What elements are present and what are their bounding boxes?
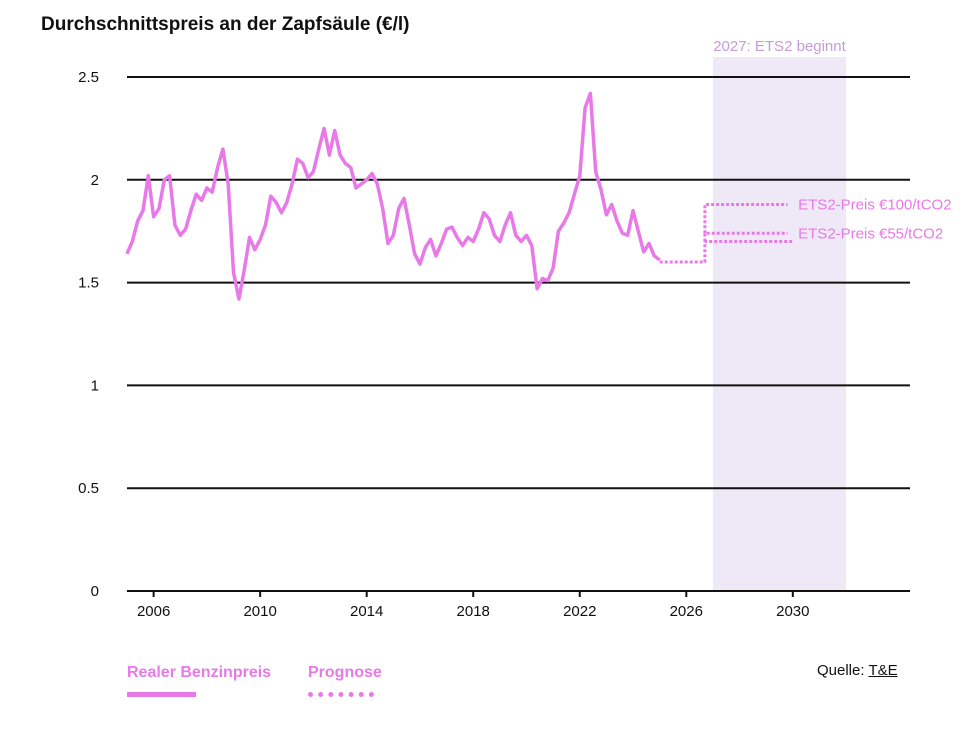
y-tick-label: 2 — [91, 172, 99, 189]
legend-label-real-price: Realer Benzinpreis — [127, 664, 272, 681]
y-tick-label: 0 — [91, 583, 99, 600]
legend-swatch-forecast — [308, 692, 374, 697]
y-tick-label: 2.5 — [78, 69, 99, 86]
x-tick-label: 2026 — [670, 603, 703, 620]
legend-label-forecast: Prognose — [308, 664, 382, 681]
x-tick-label: 2014 — [350, 603, 383, 620]
x-tick-label: 2018 — [457, 603, 490, 620]
ets2-shaded-region — [712, 57, 847, 591]
x-tick-label: 2022 — [563, 603, 596, 620]
chart-title: Durchschnittspreis an der Zapfsäule (€/l… — [41, 14, 410, 35]
source-prefix: Quelle: — [817, 662, 869, 679]
legend-swatch-real-price — [127, 692, 196, 697]
x-tick-label: 2030 — [776, 603, 809, 620]
series-end-label: ETS2-Preis €55/tCO2 — [798, 225, 943, 242]
ets2-region-label: 2027: ETS2 beginnt — [713, 38, 846, 55]
y-tick-label: 1 — [91, 377, 99, 394]
series-line-ets2-preis-55-tco2 — [703, 231, 788, 242]
source-link[interactable]: T&E — [868, 662, 898, 679]
x-tick-label: 2006 — [137, 603, 170, 620]
series-line-prognose — [659, 240, 793, 264]
series-line-realer-benzinpreis — [125, 91, 661, 301]
series-end-label: ETS2-Preis €100/tCO2 — [798, 196, 951, 213]
y-tick-label: 0.5 — [78, 480, 99, 497]
source-note: Quelle: T&E — [817, 662, 898, 679]
x-tick-label: 2010 — [243, 603, 276, 620]
y-tick-label: 1.5 — [78, 275, 99, 292]
